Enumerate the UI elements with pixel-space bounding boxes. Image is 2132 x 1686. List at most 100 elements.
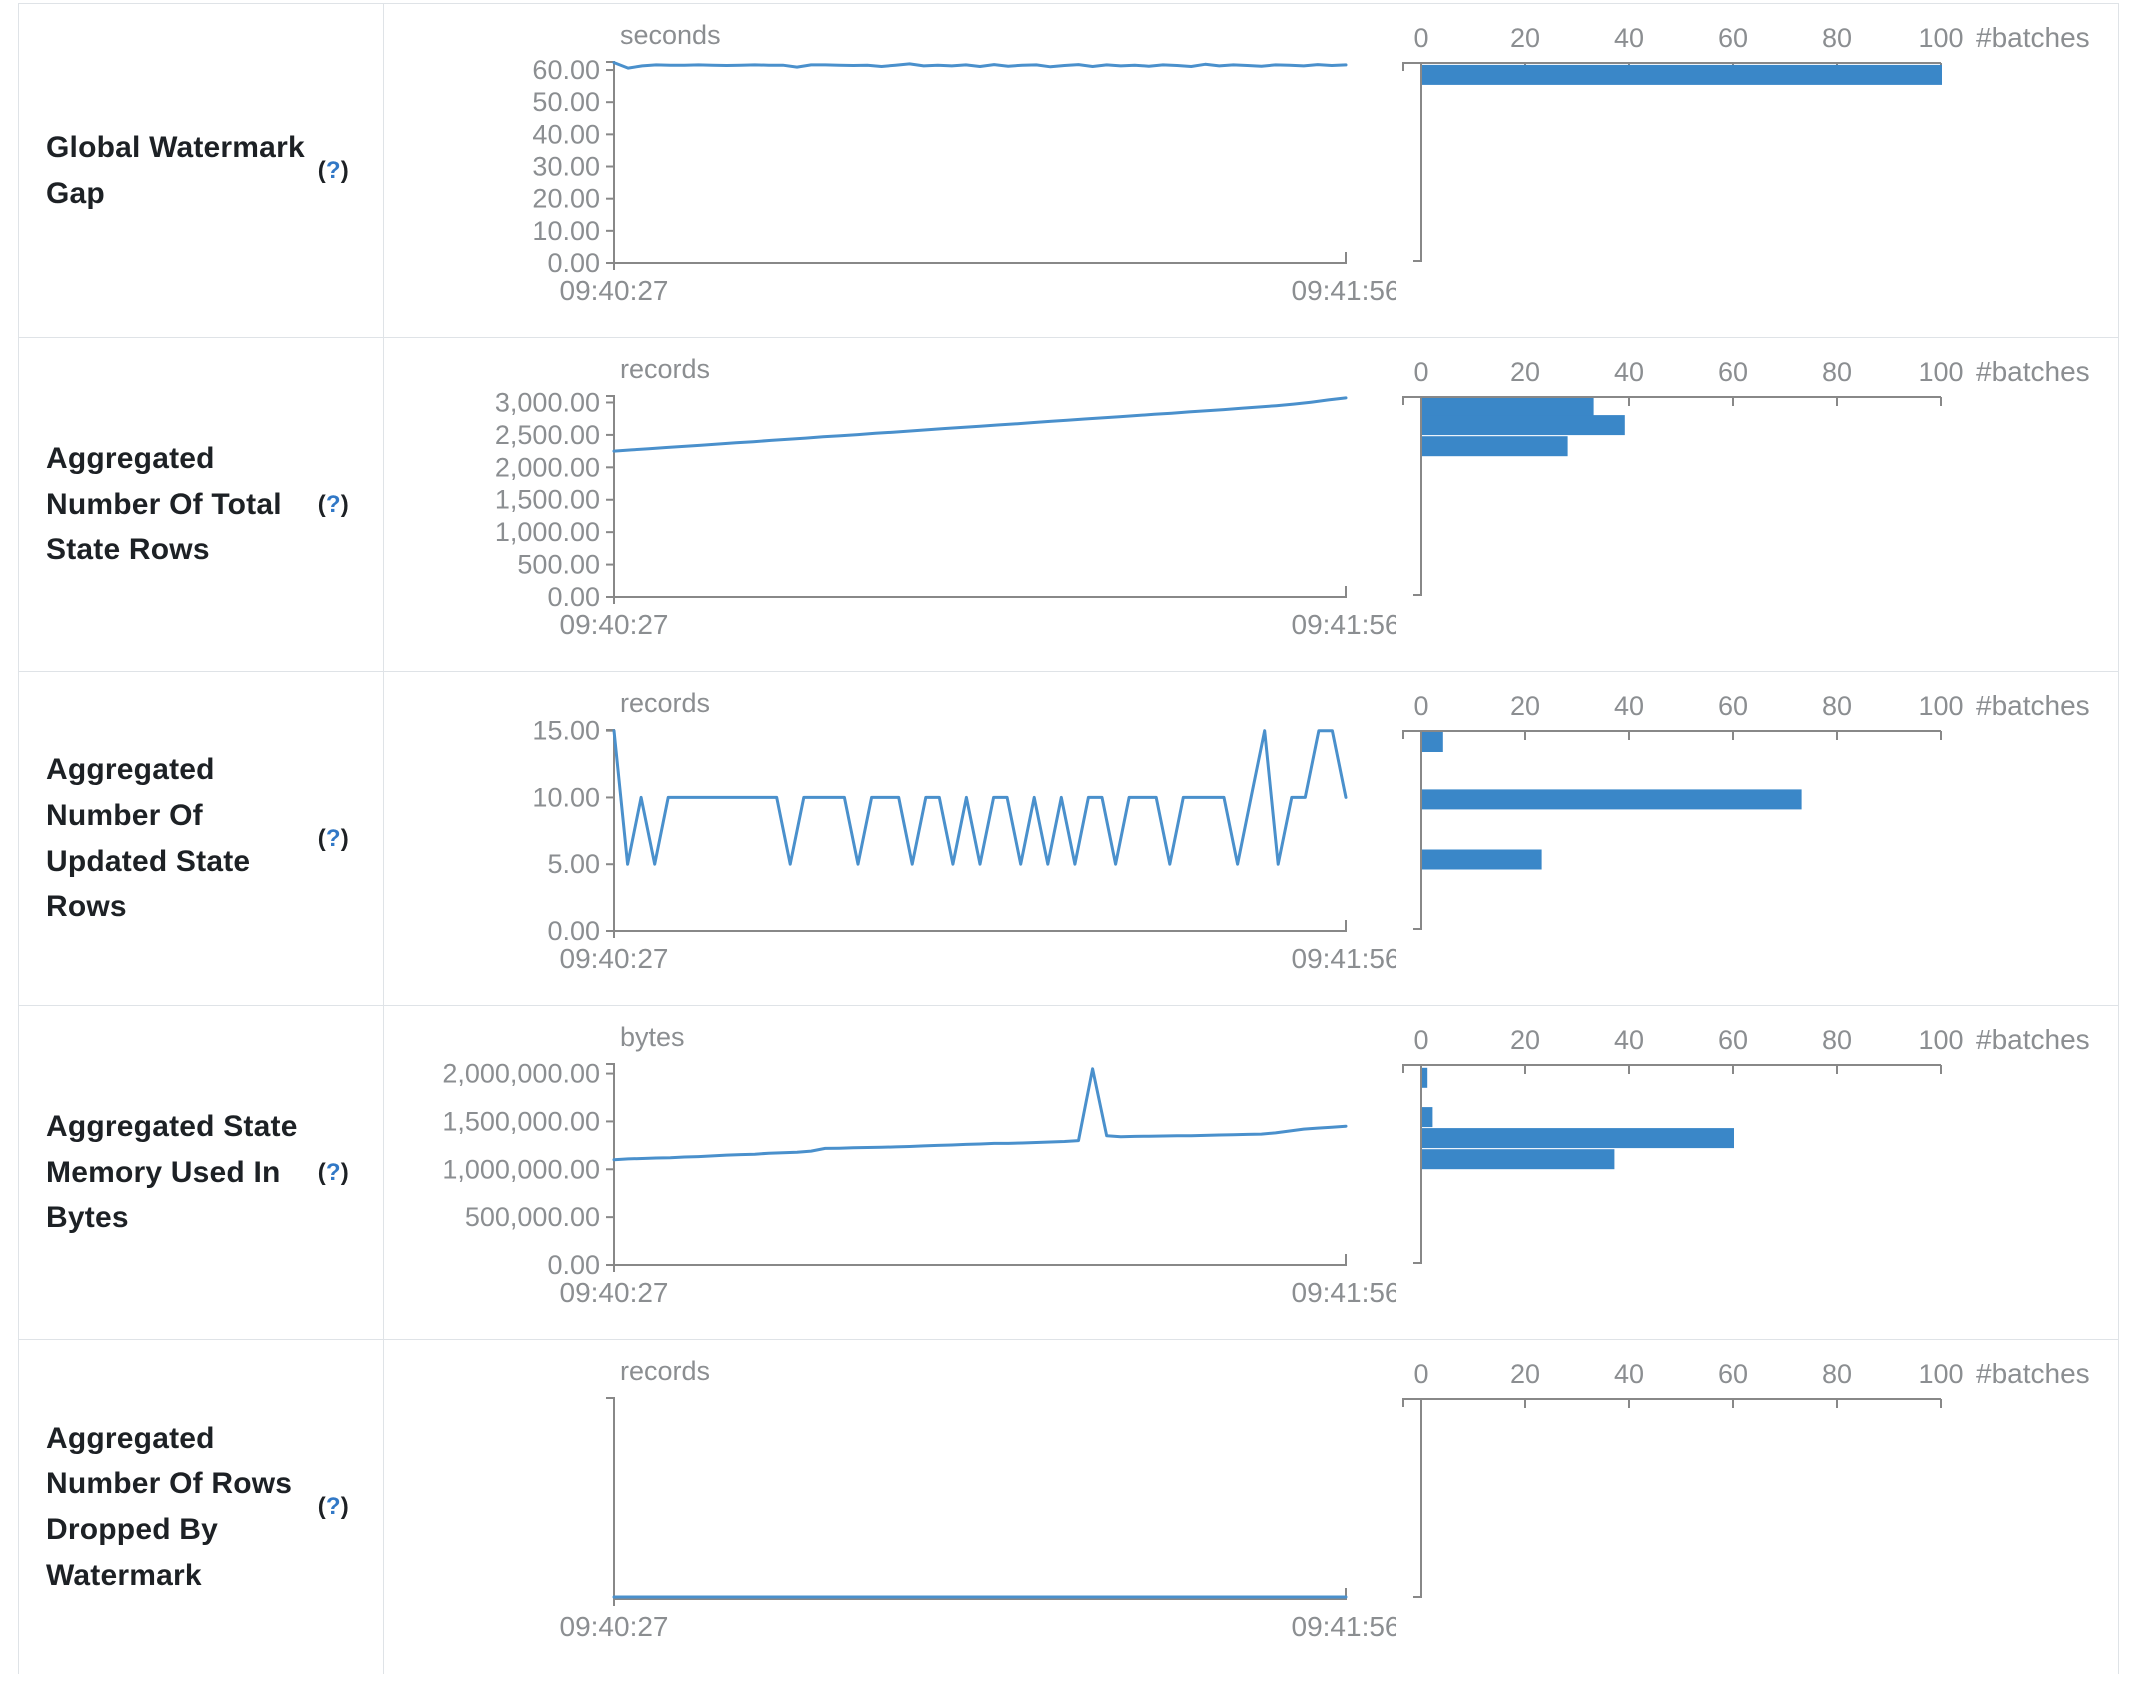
batches-axis-tick-label: 40 bbox=[1614, 1359, 1644, 1389]
metric-row-aggregated-rows-dropped-by-watermark: Aggregated Number Of Rows Dropped By Wat… bbox=[19, 1340, 2118, 1674]
metric-label-cell: Global Watermark Gap (?) bbox=[19, 4, 384, 337]
batches-axis-tick-label: 40 bbox=[1614, 23, 1644, 53]
y-axis-tick-label: 3,000.00 bbox=[495, 387, 600, 417]
batches-axis-tick-label: 0 bbox=[1413, 1359, 1428, 1389]
timeline-line bbox=[612, 729, 1348, 866]
x-axis-start-label: 09:40:27 bbox=[560, 1611, 669, 1642]
timeline-axes bbox=[606, 1397, 1347, 1606]
metric-label: Aggregated Number Of Total State Rows bbox=[46, 442, 282, 567]
help-paren-close: ) bbox=[340, 1158, 349, 1186]
metric-row-aggregated-total-state-rows: Aggregated Number Of Total State Rows (?… bbox=[19, 338, 2118, 672]
metric-row-aggregated-updated-state-rows: Aggregated Number Of Updated State Rows … bbox=[19, 672, 2118, 1006]
batches-axis-tick-label: 100 bbox=[1918, 1359, 1963, 1389]
help-question-icon[interactable]: ? bbox=[325, 156, 341, 184]
histogram-chart: 0 20 40 60 80 100 #batches bbox=[1402, 356, 2090, 596]
y-axis-tick-label: 20.00 bbox=[532, 184, 600, 214]
histogram-cell: 0 20 40 60 80 100 #batches bbox=[1396, 672, 2118, 1005]
batches-axis-tick-label: 80 bbox=[1822, 1359, 1852, 1389]
unit-label: records bbox=[620, 354, 710, 384]
histogram-chart: 0 20 40 60 80 100 #batches bbox=[1402, 1024, 2090, 1264]
timeline-chart: records 0.00 5.00 10.00 15.00 09:40:27 09:41:5… bbox=[532, 688, 1400, 974]
x-axis-start-label: 09:40:27 bbox=[560, 275, 669, 306]
batches-axis-tick-label: 40 bbox=[1614, 1025, 1644, 1055]
timeline-chart: seconds 0.0010.0020.0030.0040.0050.0060.0… bbox=[532, 20, 1400, 306]
histogram-bar bbox=[1422, 398, 1594, 418]
histogram-cell: 0 20 40 60 80 100 #batches bbox=[1396, 4, 2118, 337]
histogram-bar bbox=[1422, 1149, 1615, 1170]
help-paren-close: ) bbox=[340, 1493, 349, 1520]
histogram-chart: 0 20 40 60 80 100 #batches bbox=[1402, 1358, 2090, 1598]
histogram-bar bbox=[1422, 1128, 1734, 1149]
batches-axis-tick-label: 20 bbox=[1510, 357, 1540, 387]
unit-label: records bbox=[620, 1356, 710, 1386]
histogram-bar bbox=[1422, 789, 1802, 810]
batches-axis-tick-label: 0 bbox=[1413, 1025, 1428, 1055]
histogram-bar bbox=[1422, 436, 1568, 457]
y-axis-tick-label: 0.00 bbox=[547, 248, 600, 278]
histogram-axes bbox=[1402, 1398, 1941, 1598]
batches-axis-tick-label: 60 bbox=[1718, 23, 1748, 53]
y-axis-tick-label: 0.00 bbox=[547, 582, 600, 612]
batches-axis-title: #batches bbox=[1976, 1358, 2090, 1389]
y-axis-tick-label: 0.00 bbox=[547, 916, 600, 946]
batches-axis-tick-label: 100 bbox=[1918, 1025, 1963, 1055]
y-axis-tick-label: 2,500.00 bbox=[495, 420, 600, 450]
histogram-axes bbox=[1402, 62, 1941, 262]
y-axis-tick-label: 1,000,000.00 bbox=[442, 1154, 600, 1184]
batches-axis-tick-label: 80 bbox=[1822, 691, 1852, 721]
timeline-chart: records 0.00500.001,000.001,500.002,000.0… bbox=[495, 354, 1401, 640]
histogram-axes bbox=[1402, 1064, 1941, 1264]
batches-axis-tick-label: 60 bbox=[1718, 691, 1748, 721]
y-axis-tick-label: 5.00 bbox=[547, 849, 600, 879]
help-question-icon[interactable]: ? bbox=[325, 1493, 341, 1520]
timeline-chart: bytes 0.00 500,000.00 1,000,000.00 1,500,000… bbox=[442, 1022, 1400, 1308]
batches-axis-tick-label: 100 bbox=[1918, 23, 1963, 53]
batches-axis-tick-label: 20 bbox=[1510, 1359, 1540, 1389]
help-question-icon[interactable]: ? bbox=[325, 824, 341, 852]
metric-label-cell: Aggregated Number Of Updated State Rows … bbox=[19, 672, 384, 1005]
metric-row-global-watermark-gap: Global Watermark Gap (?) seconds 0.00 10.00… bbox=[19, 4, 2118, 338]
batches-axis-title: #batches bbox=[1976, 22, 2090, 53]
metric-label: Aggregated Number Of Rows Dropped By Wat… bbox=[46, 1421, 293, 1592]
histogram-cell: 0 20 40 60 80 100 #batches bbox=[1396, 1006, 2118, 1339]
x-axis-end-label: 09:41:56 bbox=[1292, 609, 1397, 640]
x-axis-start-label: 09:40:27 bbox=[560, 943, 669, 974]
batches-axis-tick-label: 80 bbox=[1822, 23, 1852, 53]
help-paren-close: ) bbox=[340, 490, 349, 518]
unit-label: records bbox=[620, 688, 710, 718]
y-axis-tick-label: 10.00 bbox=[532, 216, 600, 246]
batches-axis-title: #batches bbox=[1976, 356, 2090, 387]
histogram-bar bbox=[1422, 1107, 1433, 1128]
metrics-table: Global Watermark Gap (?) seconds 0.00 10.00… bbox=[18, 3, 2119, 1674]
metric-label-cell: Aggregated Number Of Rows Dropped By Wat… bbox=[19, 1340, 384, 1674]
timeline-line bbox=[612, 396, 1348, 453]
y-axis-tick-label: 1,000.00 bbox=[495, 517, 600, 547]
timeline-line bbox=[612, 1067, 1348, 1162]
histogram-cell: 0 20 40 60 80 100 #batches bbox=[1396, 338, 2118, 671]
timeline-cell: seconds 0.00 10.00 20.00 30.00 40.00 50.00 60.0… bbox=[384, 4, 1400, 337]
x-axis-end-label: 09:41:56 bbox=[1292, 943, 1397, 974]
metric-label: Global Watermark Gap bbox=[46, 130, 305, 210]
histogram-chart: 0 20 40 60 80 100 #batches bbox=[1402, 22, 2090, 262]
metric-label-cell: Aggregated Number Of Total State Rows (?… bbox=[19, 338, 384, 671]
help-paren-open: ( bbox=[317, 1158, 326, 1186]
batches-axis-tick-label: 100 bbox=[1918, 357, 1963, 387]
timeline-axes bbox=[606, 61, 1347, 270]
help-question-icon[interactable]: ? bbox=[325, 1158, 341, 1186]
batches-axis-tick-label: 20 bbox=[1510, 691, 1540, 721]
y-axis-tick-label: 1,500.00 bbox=[495, 485, 600, 515]
batches-axis-tick-label: 60 bbox=[1718, 1359, 1748, 1389]
y-axis-tick-label: 15.00 bbox=[532, 716, 600, 746]
y-axis-tick-label: 0.00 bbox=[547, 1250, 600, 1280]
batches-axis-tick-label: 100 bbox=[1918, 691, 1963, 721]
help-paren-open: ( bbox=[317, 1493, 326, 1520]
x-axis-end-label: 09:41:56 bbox=[1292, 1277, 1397, 1308]
help-question-icon[interactable]: ? bbox=[325, 490, 341, 518]
timeline-cell: records 0.00 5.00 10.00 15.00 09:40:27 09:41:5… bbox=[384, 672, 1400, 1005]
help-paren-close: ) bbox=[340, 156, 349, 184]
unit-label: seconds bbox=[620, 20, 721, 50]
batches-axis-tick-label: 80 bbox=[1822, 357, 1852, 387]
x-axis-start-label: 09:40:27 bbox=[560, 1277, 669, 1308]
histogram-cell: 0 20 40 60 80 100 #batches bbox=[1396, 1340, 2118, 1674]
x-axis-start-label: 09:40:27 bbox=[560, 609, 669, 640]
